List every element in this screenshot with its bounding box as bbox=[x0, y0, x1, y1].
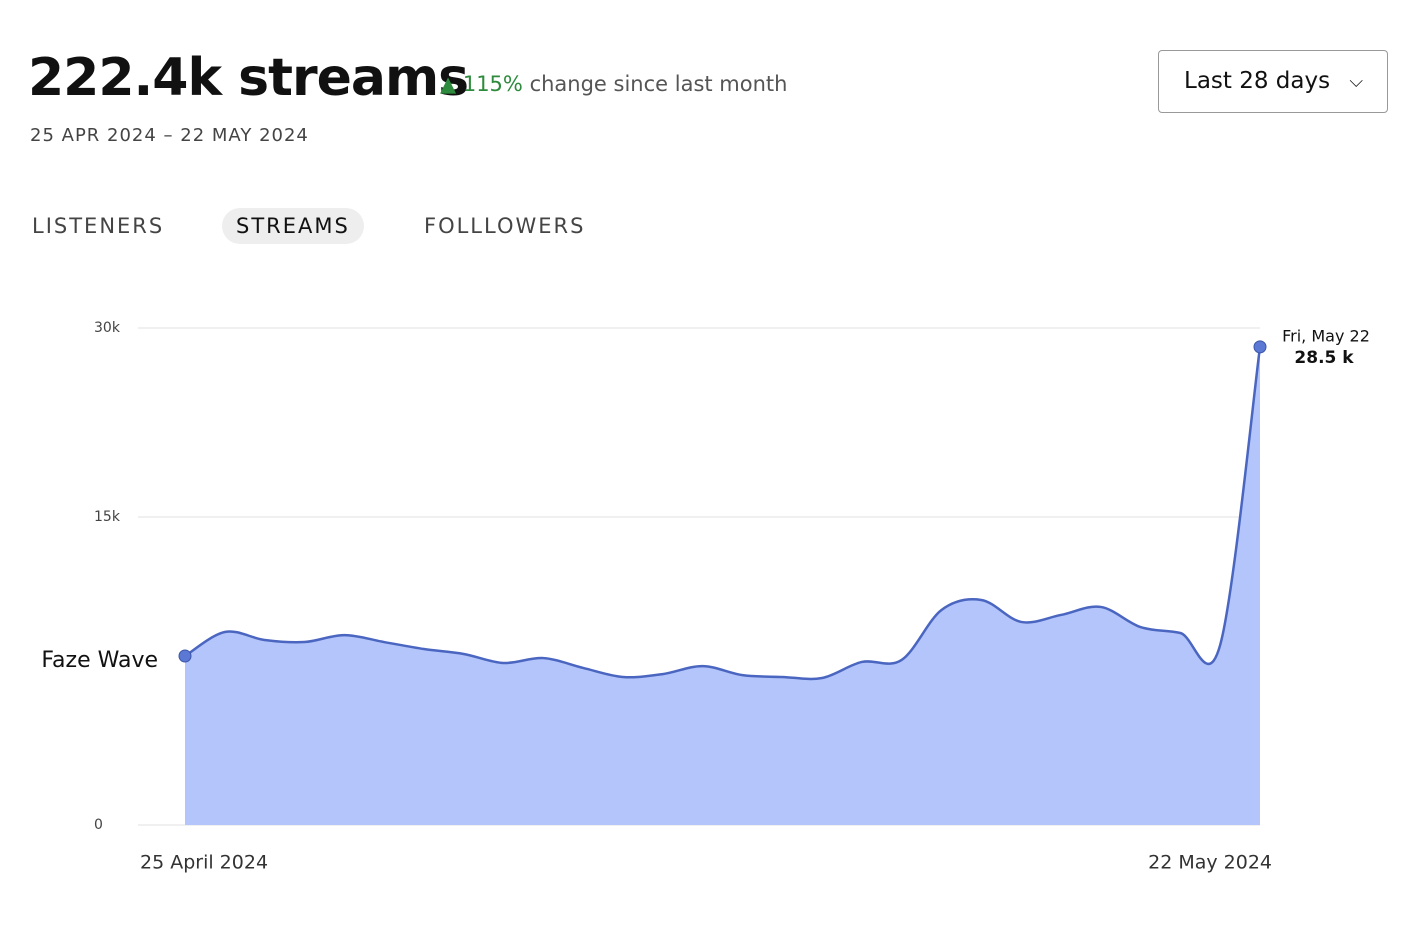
date-range: 25 APR 2024 – 22 MAY 2024 bbox=[30, 125, 309, 146]
tab[interactable]: LISTENERS bbox=[32, 214, 165, 238]
y-tick-label: 15k bbox=[94, 509, 121, 525]
x-tick-label: 25 April 2024 bbox=[140, 852, 268, 874]
y-tick-label: 0 bbox=[94, 817, 103, 833]
period-dropdown[interactable]: Last 28 days ⌵ bbox=[1158, 50, 1388, 113]
tab[interactable]: FOLLLOWERS bbox=[424, 214, 586, 238]
x-tick-label: 22 May 2024 bbox=[1148, 852, 1272, 874]
area bbox=[185, 346, 1260, 825]
value-label: 28.5 k bbox=[1294, 348, 1354, 368]
title: 222.4k streams bbox=[28, 48, 469, 108]
point bbox=[1253, 340, 1267, 354]
annotation: Fri, May 22 bbox=[1282, 327, 1370, 346]
chevron: ⌵ bbox=[1349, 71, 1363, 92]
series-label: Faze Wave bbox=[41, 648, 158, 673]
line bbox=[184, 346, 1262, 681]
change-text: change since last month bbox=[529, 72, 788, 96]
tab[interactable]: STREAMS bbox=[222, 208, 364, 244]
change-pct: 115% bbox=[462, 72, 523, 96]
period: Last 28 days bbox=[1184, 68, 1331, 94]
y-tick-label: 30k bbox=[94, 320, 121, 336]
point bbox=[178, 649, 192, 663]
change: ▲ 115% change since last month bbox=[440, 72, 788, 96]
